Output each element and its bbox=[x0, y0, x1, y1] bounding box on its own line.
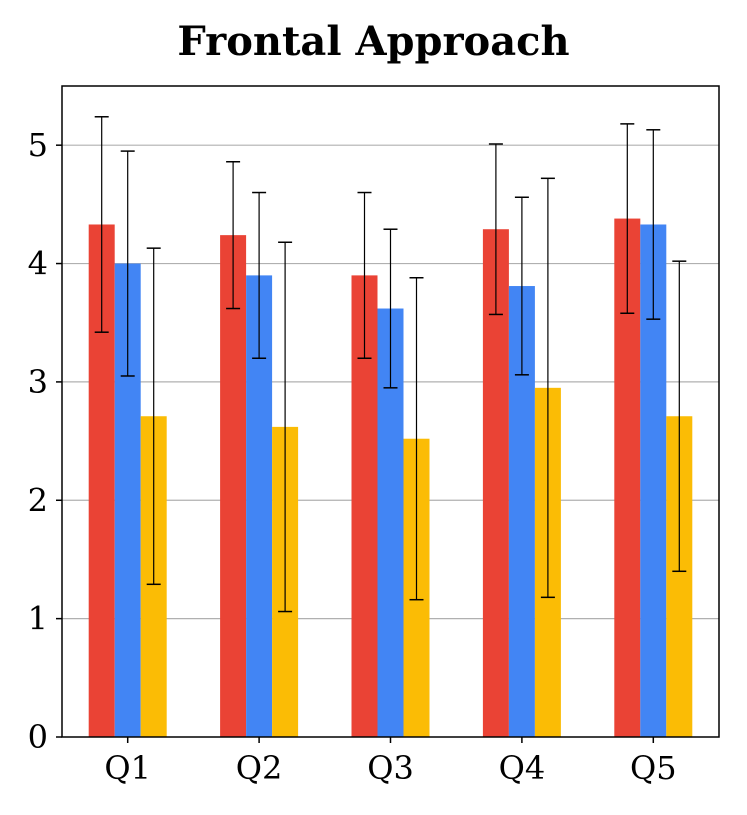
y-tick-label: 5 bbox=[28, 126, 48, 164]
x-tick-label: Q2 bbox=[236, 749, 283, 787]
x-tick-label: Q3 bbox=[367, 749, 414, 787]
chart-title: Frontal Approach bbox=[177, 18, 570, 65]
y-tick-label: 4 bbox=[28, 245, 48, 283]
x-tick-label: Q1 bbox=[104, 749, 151, 787]
bar bbox=[220, 235, 247, 737]
x-tick-label: Q4 bbox=[499, 749, 546, 787]
y-tick-label: 3 bbox=[28, 363, 48, 401]
y-tick-label: 2 bbox=[28, 481, 48, 519]
y-tick-label: 0 bbox=[28, 718, 48, 756]
x-tick-label: Q5 bbox=[630, 749, 677, 787]
y-tick-label: 1 bbox=[28, 600, 48, 638]
